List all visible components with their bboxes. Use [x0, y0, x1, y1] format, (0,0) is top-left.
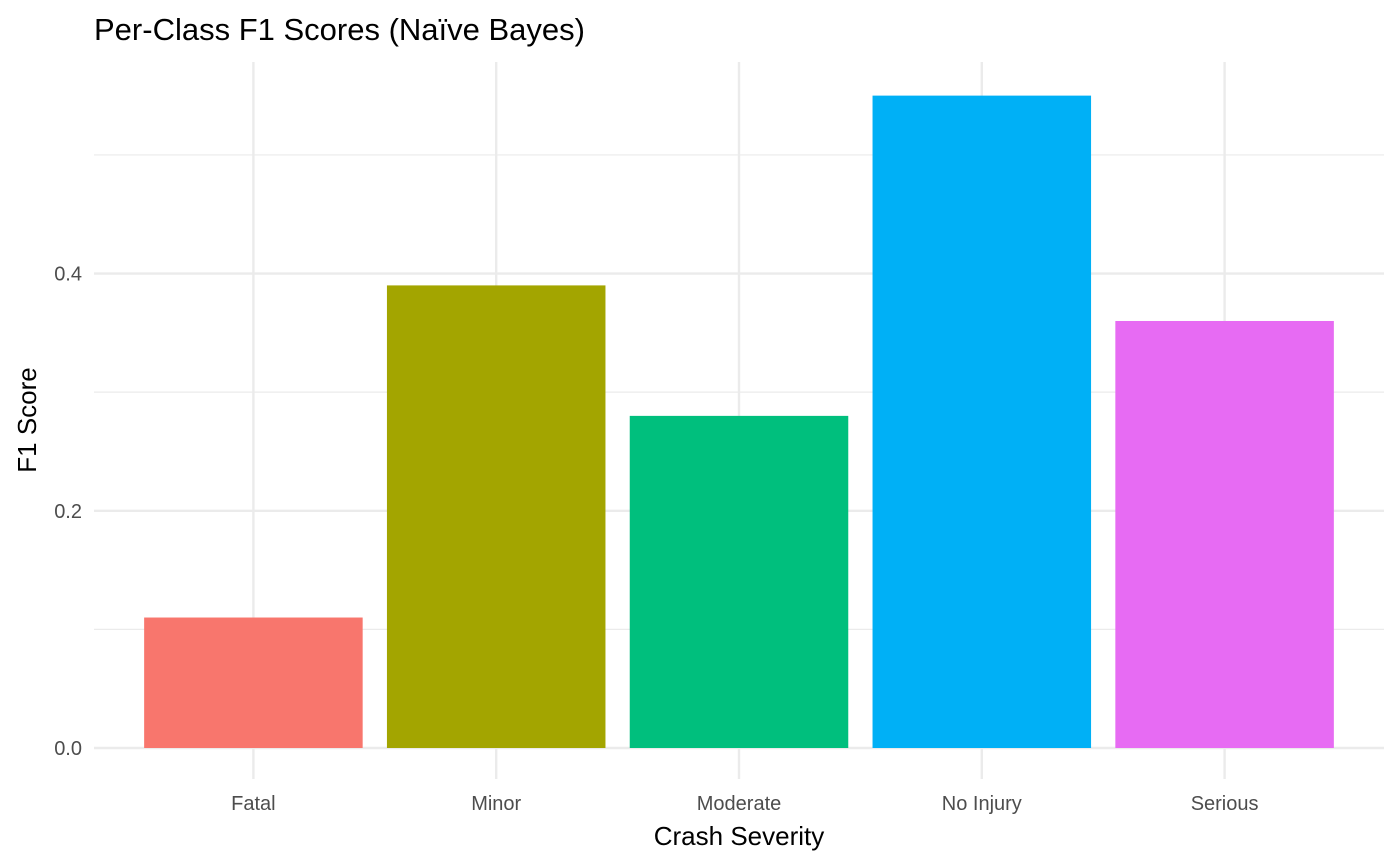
chart-title: Per-Class F1 Scores (Naïve Bayes): [94, 12, 585, 47]
bar-serious: [1115, 320, 1334, 748]
y-tick-label: 0.0: [54, 738, 82, 760]
bar-no-injury: [872, 95, 1092, 749]
bar-moderate: [629, 415, 849, 748]
bar-fatal: [144, 617, 363, 748]
x-tick-label: Moderate: [697, 793, 782, 815]
x-tick-label: Minor: [471, 793, 521, 815]
y-axis-title: F1 Score: [12, 367, 42, 473]
y-tick-label: 0.4: [54, 264, 82, 286]
x-axis-ticks: Fatal Minor Moderate No Injury Serious: [231, 793, 1258, 815]
x-tick-label: Serious: [1191, 793, 1259, 815]
x-tick-label: Fatal: [231, 793, 275, 815]
bars: [144, 95, 1334, 749]
y-tick-label: 0.2: [54, 501, 82, 523]
x-axis-title: Crash Severity: [654, 821, 825, 851]
y-axis-ticks: 0.0 0.2 0.4: [54, 264, 82, 760]
x-tick-label: No Injury: [942, 793, 1022, 815]
bar-minor: [386, 285, 606, 748]
